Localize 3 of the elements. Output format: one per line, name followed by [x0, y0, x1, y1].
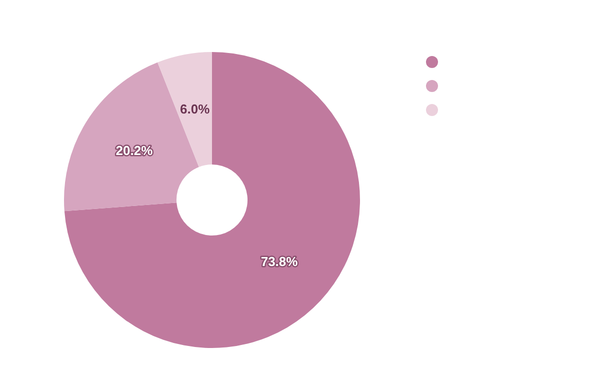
- data-label: 6.0%: [180, 101, 210, 116]
- data-label: 20.2%: [116, 142, 154, 158]
- data-label: 73.8%: [260, 254, 298, 269]
